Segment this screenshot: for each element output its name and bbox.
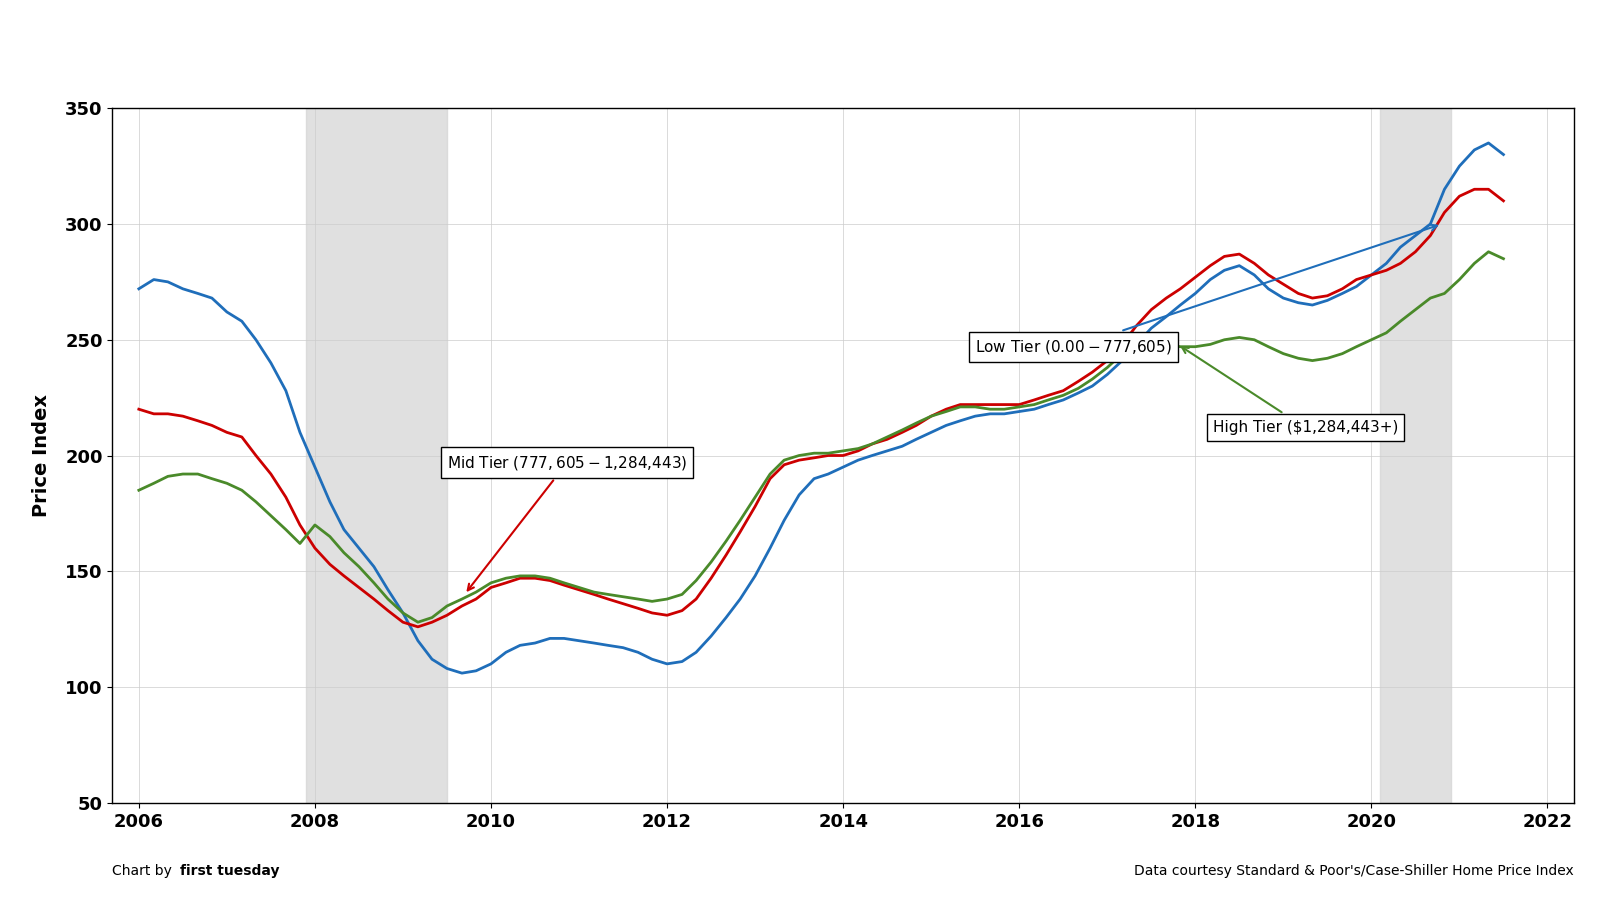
Text: High Tier ($1,284,443+): High Tier ($1,284,443+) <box>1181 347 1398 436</box>
Text: San Francisco Tiered Home Pricing (2006-present): San Francisco Tiered Home Pricing (2006-… <box>371 46 1234 76</box>
Bar <box>307 108 446 803</box>
Text: Chart by: Chart by <box>112 864 177 878</box>
Text: Data courtesy Standard & Poor's/Case-Shiller Home Price Index: Data courtesy Standard & Poor's/Case-Shi… <box>1133 864 1573 878</box>
Y-axis label: Price Index: Price Index <box>32 394 51 517</box>
Bar <box>1379 108 1449 803</box>
Text: first tuesday: first tuesday <box>180 864 279 878</box>
Text: Mid Tier ($777,605 - $1,284,443): Mid Tier ($777,605 - $1,284,443) <box>446 454 687 591</box>
Text: Low Tier ($0.00 - $777,605): Low Tier ($0.00 - $777,605) <box>974 225 1436 355</box>
